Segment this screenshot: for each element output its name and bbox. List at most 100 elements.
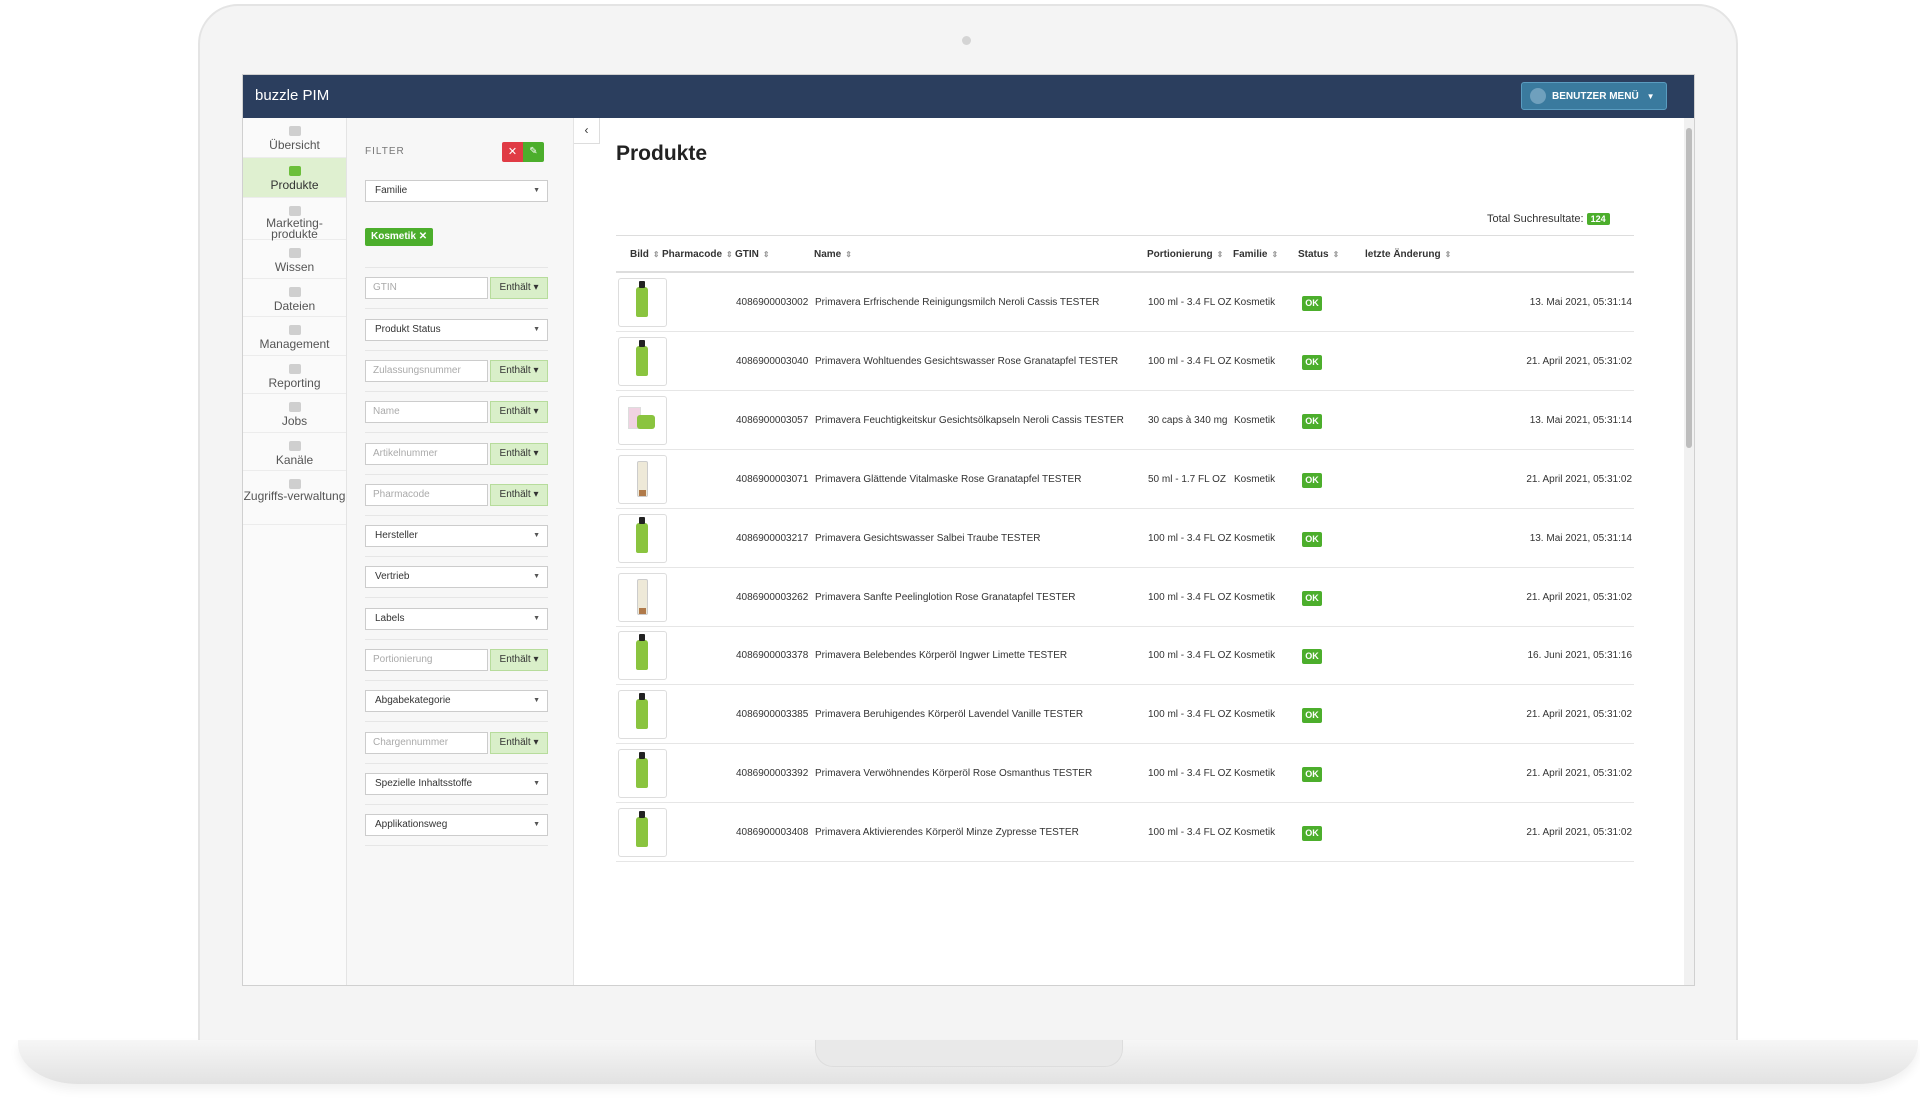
table-row[interactable]: 4086900003040 Primavera Wohltuendes Gesic… (616, 332, 1634, 391)
filter-select-13[interactable]: Spezielle Inhaltsstoffe ▼ (365, 772, 548, 795)
product-thumbnail[interactable] (618, 336, 667, 386)
product-thumbnail[interactable] (618, 454, 667, 504)
filter-chip-kosmetik[interactable]: Kosmetik ✕ (365, 228, 434, 246)
cell-name: Primavera Glättende Vitalmaske Rose Gran… (815, 473, 1082, 485)
bottle-image (636, 516, 648, 553)
filter-input-4[interactable]: Name (365, 401, 488, 424)
column-header-7[interactable]: letzte Änderung ⇕ (1365, 249, 1451, 260)
box-icon (288, 166, 301, 176)
column-header-1[interactable]: Pharmacode ⇕ (662, 249, 733, 260)
scrollbar-thumb[interactable] (1686, 128, 1692, 448)
user-menu-button[interactable]: BENUTZER MENÜ ▼ (1521, 82, 1667, 110)
column-header-0[interactable]: Bild ⇕ (630, 249, 660, 260)
filter-input-12[interactable]: Chargennummer (365, 731, 488, 754)
table-row[interactable]: 4086900003217 Primavera Gesichtswasser Sa… (616, 509, 1634, 568)
filter-select-label: Abgabekategorie (375, 695, 451, 707)
status-badge: OK (1302, 649, 1322, 665)
filter-select-7[interactable]: Hersteller ▼ (365, 525, 548, 548)
table-row[interactable]: 4086900003002 Primavera Erfrischende Rein… (616, 273, 1634, 332)
filter-input-3[interactable]: Zulassungsnummer (365, 359, 488, 382)
nav-item-2[interactable]: Marketing-produkte (243, 198, 346, 240)
edit-filter-button[interactable]: ✎ (523, 142, 544, 162)
filter-operator-button[interactable]: Enthält ▾ (490, 359, 548, 382)
column-header-4[interactable]: Portionierung ⇕ (1147, 249, 1223, 260)
scrollbar[interactable] (1684, 118, 1694, 985)
status-badge: OK (1302, 413, 1322, 429)
filter-operator-button[interactable]: Enthält ▾ (490, 442, 548, 465)
clear-filter-button[interactable]: ✕ (502, 142, 523, 162)
filter-input-6[interactable]: Pharmacode (365, 483, 488, 506)
sort-icon: ⇕ (1216, 250, 1224, 259)
filter-operator-button[interactable]: Enthält ▾ (490, 401, 548, 424)
column-header-6[interactable]: Status ⇕ (1298, 249, 1339, 260)
nav-item-9[interactable]: Zugriffs-verwaltung (243, 471, 346, 525)
cell-gtin: 4086900003408 (736, 827, 809, 839)
filter-select-8[interactable]: Vertrieb ▼ (365, 566, 548, 589)
filter-select-14[interactable]: Applikationsweg ▼ (365, 814, 548, 837)
cell-portion: 100 ml - 3.4 FL OZ (1148, 650, 1232, 662)
filter-select-0[interactable]: Familie ▼ (365, 180, 548, 202)
table-row[interactable]: 4086900003262 Primavera Sanfte Peelinglot… (616, 568, 1634, 627)
product-thumbnail[interactable] (618, 749, 667, 799)
cell-date: 21. April 2021, 05:31:02 (1526, 473, 1632, 485)
nav-item-7[interactable]: Jobs (243, 394, 346, 433)
table-row[interactable]: 4086900003378 Primavera Belebendes Körper… (616, 626, 1634, 686)
nav-item-8[interactable]: Kanäle (243, 433, 346, 471)
filter-select-label: Vertrieb (375, 571, 410, 583)
filter-divider (365, 638, 548, 640)
caret-down-icon: ▼ (533, 573, 540, 581)
table-row[interactable]: 4086900003057 Primavera Feuchtigkeitskur … (616, 391, 1634, 450)
cell-portion: 30 caps à 340 mg (1148, 414, 1228, 426)
filter-input-10[interactable]: Portionierung (365, 649, 488, 671)
product-thumbnail[interactable] (618, 278, 667, 327)
nav-item-0[interactable]: Übersicht (243, 118, 346, 158)
filter-input-1[interactable]: GTIN (365, 277, 488, 300)
table-row[interactable]: 4086900003385 Primavera Beruhigendes Körp… (616, 685, 1634, 745)
cell-name: Primavera Gesichtswasser Salbei Traube T… (815, 532, 1041, 544)
jar-image (637, 414, 655, 429)
filter-operator-button[interactable]: Enthält ▾ (490, 731, 548, 754)
product-thumbnail[interactable] (618, 513, 667, 563)
bottle-image (636, 693, 648, 730)
filter-panel: FILTER ✕ ✎ Familie ▼ Kosmetik ✕ GTIN Enthält… (347, 118, 574, 985)
collapse-panel-button[interactable]: ‹ (574, 118, 600, 144)
cell-date: 21. April 2021, 05:31:02 (1526, 591, 1632, 603)
table-row[interactable]: 4086900003392 Primavera Verwöhnendes Körp… (616, 744, 1634, 804)
table-row[interactable]: 4086900003071 Primavera Glättende Vitalma… (616, 450, 1634, 509)
box-icon (288, 206, 301, 216)
user-menu-label: BENUTZER MENÜ (1552, 90, 1639, 102)
filter-divider (365, 514, 548, 516)
nav-item-6[interactable]: Reporting (243, 356, 346, 394)
column-header-2[interactable]: GTIN ⇕ (735, 249, 770, 260)
filter-select-2[interactable]: Produkt Status ▼ (365, 318, 548, 341)
bottle-image (636, 811, 648, 848)
product-thumbnail[interactable] (618, 395, 667, 445)
app-title: buzzle PIM (255, 87, 330, 104)
filter-operator-button[interactable]: Enthält ▾ (490, 277, 548, 300)
product-thumbnail[interactable] (618, 690, 667, 740)
nav-item-1[interactable]: Produkte (243, 158, 346, 198)
nav-item-5[interactable]: Management (243, 317, 346, 356)
filter-operator-button[interactable]: Enthält ▾ (490, 649, 548, 671)
cell-portion: 100 ml - 3.4 FL OZ (1148, 827, 1232, 839)
cell-familie: Kosmetik (1234, 297, 1276, 308)
status-badge: OK (1302, 826, 1322, 842)
filter-select-11[interactable]: Abgabekategorie ▼ (365, 690, 548, 713)
filter-select-9[interactable]: Labels ▼ (365, 607, 548, 630)
column-header-3[interactable]: Name ⇕ (814, 249, 852, 260)
user-avatar-icon (1530, 88, 1546, 104)
filter-select-label: Produkt Status (375, 323, 441, 335)
product-thumbnail[interactable] (618, 572, 667, 622)
filter-operator-button[interactable]: Enthält ▾ (490, 483, 548, 506)
table-row[interactable]: 4086900003408 Primavera Aktivierendes Kör… (616, 803, 1634, 863)
nav-item-4[interactable]: Dateien (243, 279, 346, 317)
column-header-5[interactable]: Familie ⇕ (1233, 249, 1278, 260)
cell-portion: 100 ml - 3.4 FL OZ (1148, 355, 1232, 367)
product-thumbnail[interactable] (618, 808, 667, 858)
cell-portion: 100 ml - 3.4 FL OZ (1148, 591, 1232, 603)
cell-familie: Kosmetik (1234, 768, 1276, 780)
total-results-badge: 124 (1586, 213, 1610, 225)
filter-input-5[interactable]: Artikelnummer (365, 442, 488, 465)
product-thumbnail[interactable] (618, 631, 667, 681)
nav-item-3[interactable]: Wissen (243, 240, 346, 279)
